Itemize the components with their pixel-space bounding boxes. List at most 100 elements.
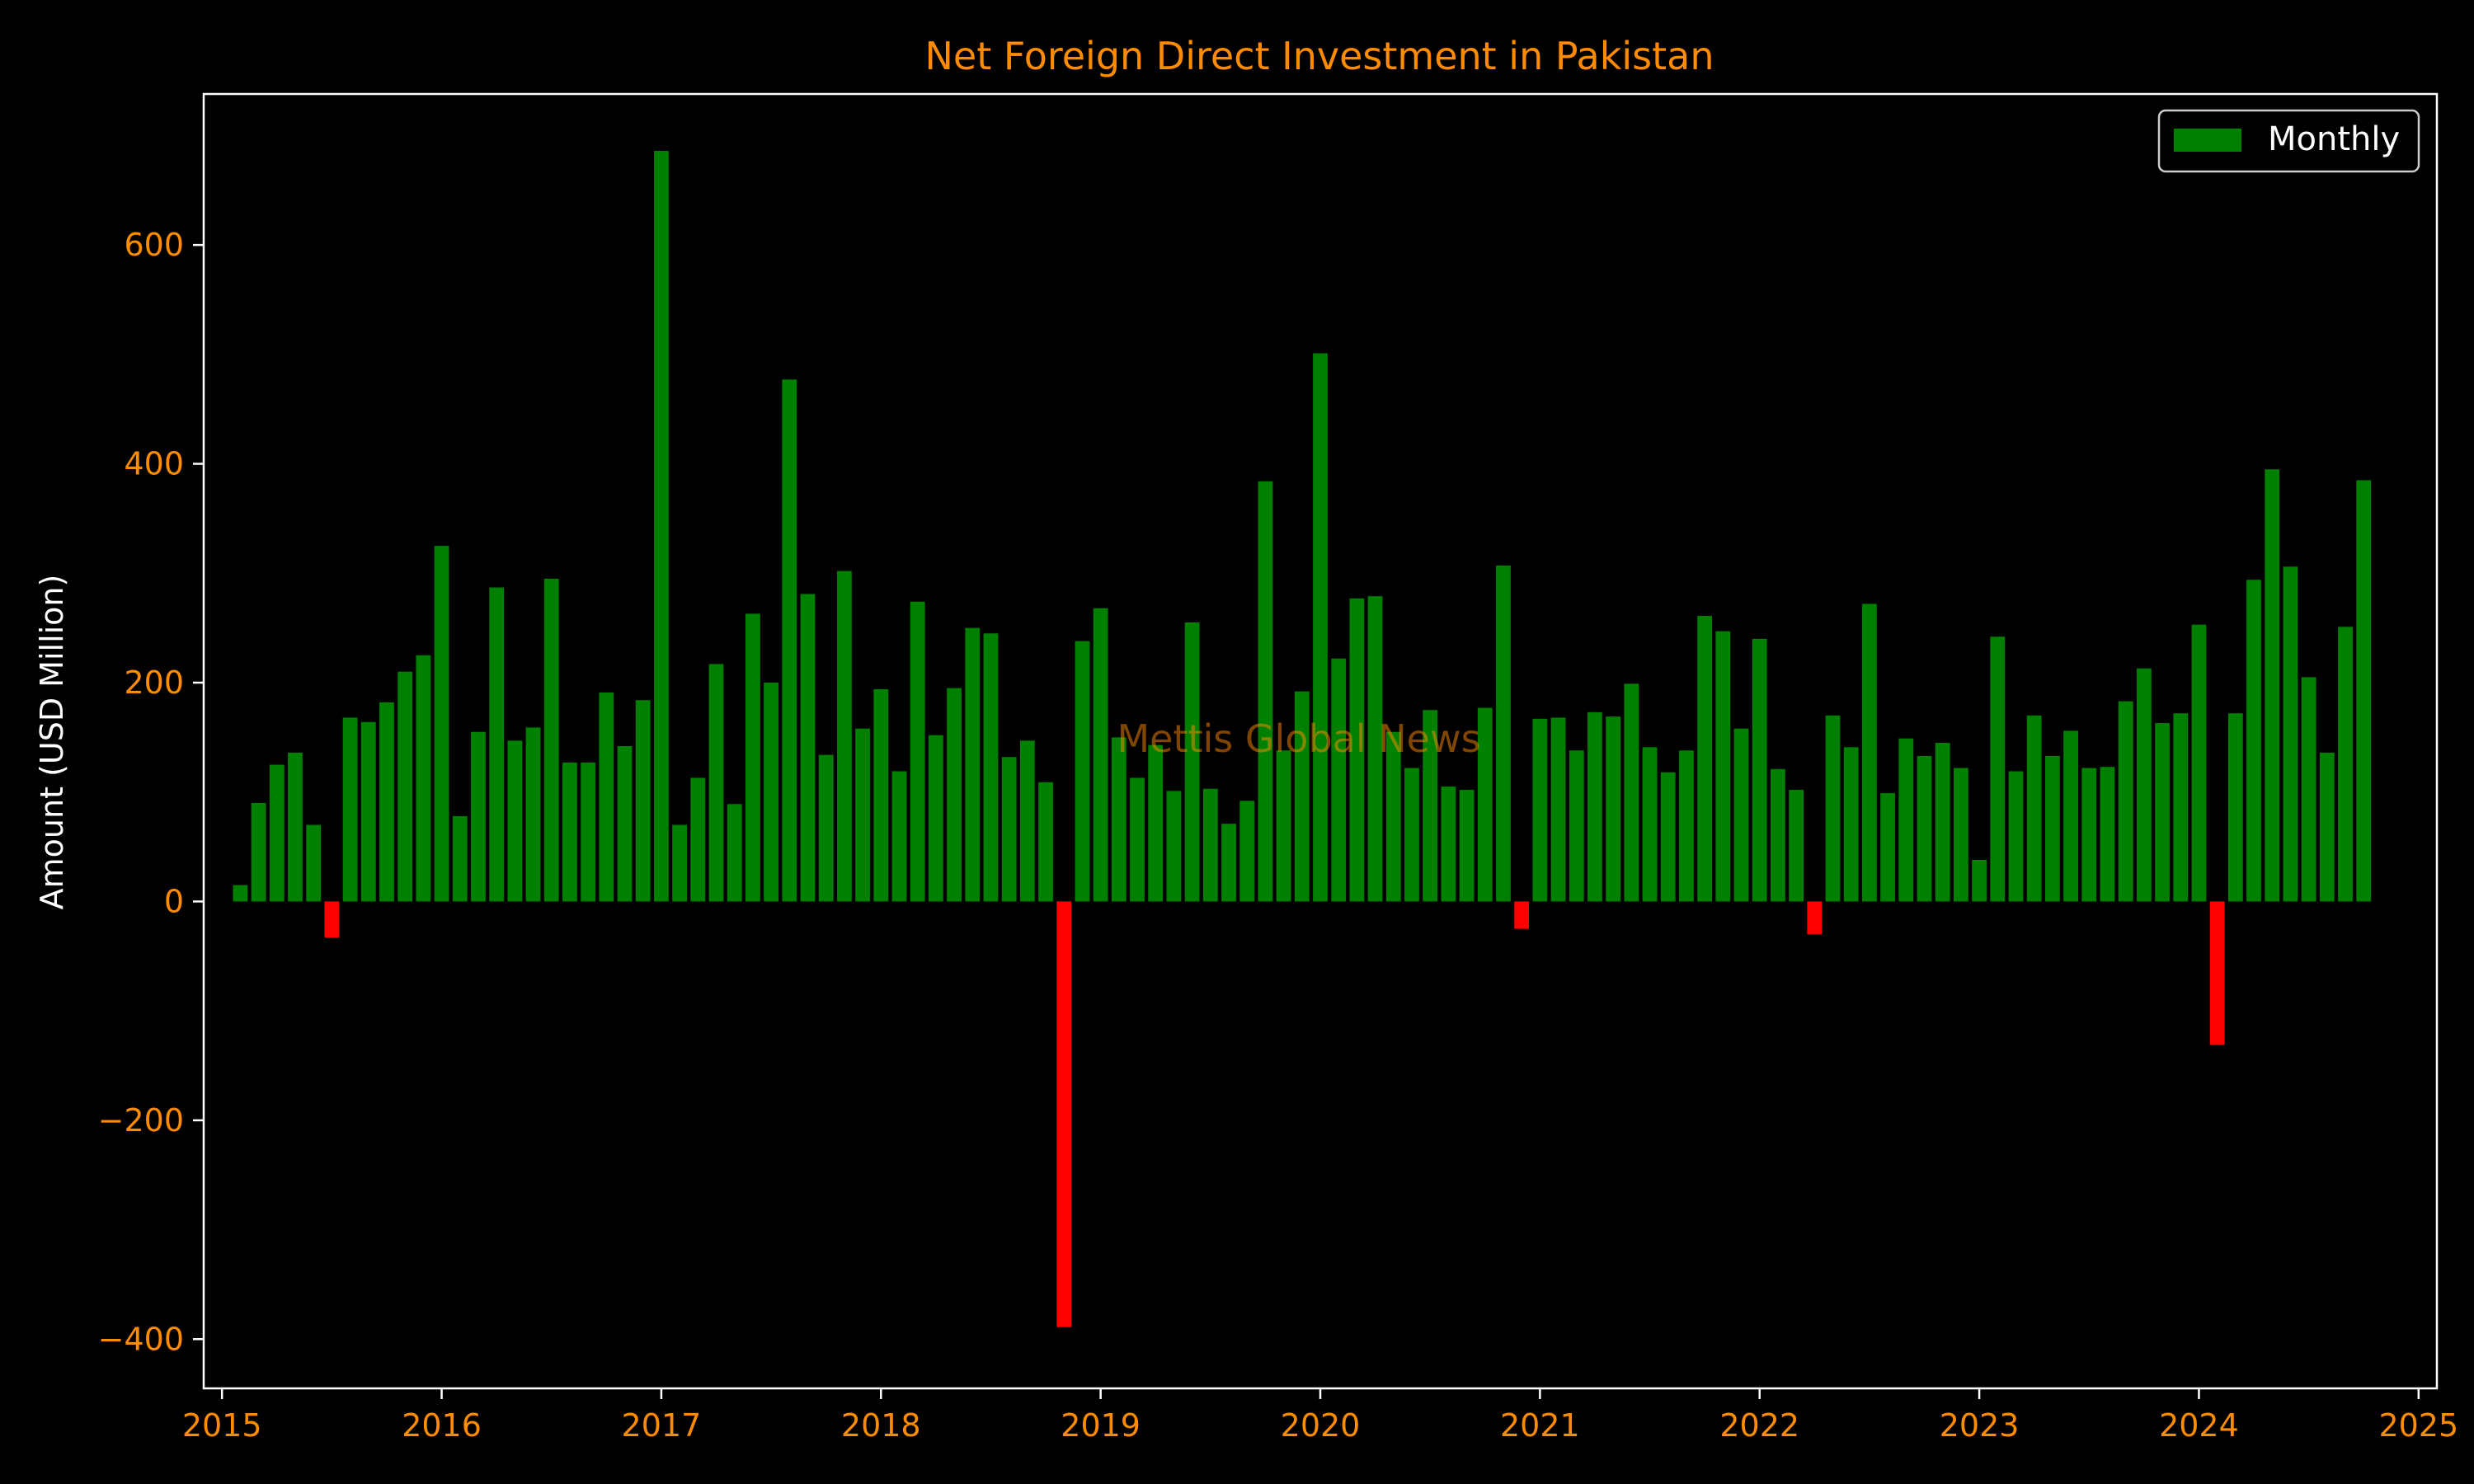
bar — [708, 664, 724, 902]
bar — [1130, 777, 1145, 902]
y-tick-label: −200 — [98, 1102, 184, 1139]
bar — [1404, 768, 1419, 902]
bar — [288, 752, 303, 902]
legend-swatch — [2174, 129, 2241, 152]
bar — [489, 587, 505, 902]
bar — [1477, 707, 1493, 902]
x-tick-label: 2017 — [622, 1407, 702, 1444]
bar — [1569, 750, 1584, 902]
bar — [1697, 616, 1713, 902]
bar — [2191, 624, 2207, 902]
bar — [1733, 728, 1749, 902]
bar — [782, 379, 797, 902]
bar — [2118, 701, 2133, 902]
bar — [690, 777, 706, 902]
bar — [2301, 677, 2316, 902]
y-axis-label: Amount (USD Million) — [34, 575, 70, 910]
bar — [1056, 901, 1072, 1327]
bar — [471, 731, 486, 902]
bar — [910, 601, 925, 902]
y-tick-label: 600 — [124, 227, 184, 263]
bar — [1166, 791, 1182, 902]
x-tick-label: 2015 — [182, 1407, 262, 1444]
bar — [1990, 636, 2006, 902]
watermark: Mettis Global News — [1117, 716, 1480, 761]
bar — [1276, 750, 1291, 902]
bar — [800, 594, 816, 902]
bar — [507, 740, 523, 902]
bar — [764, 683, 778, 902]
bar — [2081, 768, 2097, 902]
bar — [1660, 772, 1676, 902]
x-axis: 2015 2016 2017 2018 2019 2020 2021 2022 2023 2024… — [182, 1388, 2458, 1444]
bar — [397, 671, 413, 902]
chart-title: Net Foreign Direct Investment in Pakista… — [925, 34, 1714, 78]
bar — [1843, 747, 1859, 902]
bar — [1331, 658, 1347, 902]
bar — [1972, 859, 1987, 902]
bar — [1019, 740, 1035, 902]
bar — [1587, 711, 1602, 902]
bar — [2008, 771, 2024, 902]
x-tick-label: 2024 — [2159, 1407, 2239, 1444]
bar — [1898, 738, 1914, 902]
bar — [233, 885, 248, 902]
bar — [379, 702, 394, 902]
bar — [1367, 596, 1383, 902]
bar — [1148, 744, 1164, 902]
bar — [2100, 767, 2115, 902]
bar — [1221, 824, 1236, 902]
bar — [635, 700, 651, 902]
bar — [269, 764, 285, 902]
x-tick-label: 2021 — [1500, 1407, 1580, 1444]
bar — [452, 815, 468, 902]
bar — [928, 735, 943, 902]
bar — [855, 728, 870, 902]
x-tick-label: 2019 — [1061, 1407, 1141, 1444]
bar — [1385, 731, 1401, 902]
bar — [360, 721, 376, 902]
bar — [2209, 901, 2225, 1045]
bar — [581, 762, 596, 902]
bar — [416, 655, 431, 902]
bar — [2319, 752, 2335, 902]
bar — [1459, 790, 1475, 902]
bar — [983, 633, 999, 902]
y-axis: −400 −200 0 200 400 600 — [98, 227, 204, 1357]
bar — [1752, 638, 1767, 902]
bar — [342, 717, 358, 902]
legend: Monthly — [2157, 109, 2420, 173]
bar — [1789, 790, 1804, 902]
bar — [727, 804, 742, 902]
bar — [251, 802, 266, 902]
x-tick-label: 2025 — [2378, 1407, 2458, 1444]
x-tick-label: 2023 — [1940, 1407, 2020, 1444]
bar — [599, 692, 614, 902]
bar — [1514, 901, 1530, 929]
bar — [965, 627, 981, 902]
bar — [1771, 768, 1785, 902]
x-tick-label: 2022 — [1719, 1407, 1799, 1444]
x-tick-label: 2016 — [402, 1407, 482, 1444]
bar — [2265, 469, 2280, 902]
legend-label: Monthly — [2268, 120, 2400, 158]
bar — [1111, 737, 1126, 902]
legend-box — [2157, 109, 2420, 173]
bar — [1075, 641, 1090, 902]
bar — [1935, 742, 1950, 902]
bar — [1313, 353, 1328, 902]
bar — [1606, 716, 1621, 902]
bar — [1202, 788, 1218, 902]
bar — [1496, 565, 1511, 902]
x-tick-label: 2018 — [841, 1407, 921, 1444]
bar — [2246, 580, 2261, 902]
bar — [2136, 668, 2152, 902]
bar — [873, 688, 889, 902]
bar — [1715, 631, 1731, 902]
bar — [818, 754, 834, 902]
bar — [891, 771, 907, 902]
y-tick-label: 400 — [124, 446, 184, 482]
bar — [306, 824, 322, 902]
bar — [1550, 717, 1566, 902]
